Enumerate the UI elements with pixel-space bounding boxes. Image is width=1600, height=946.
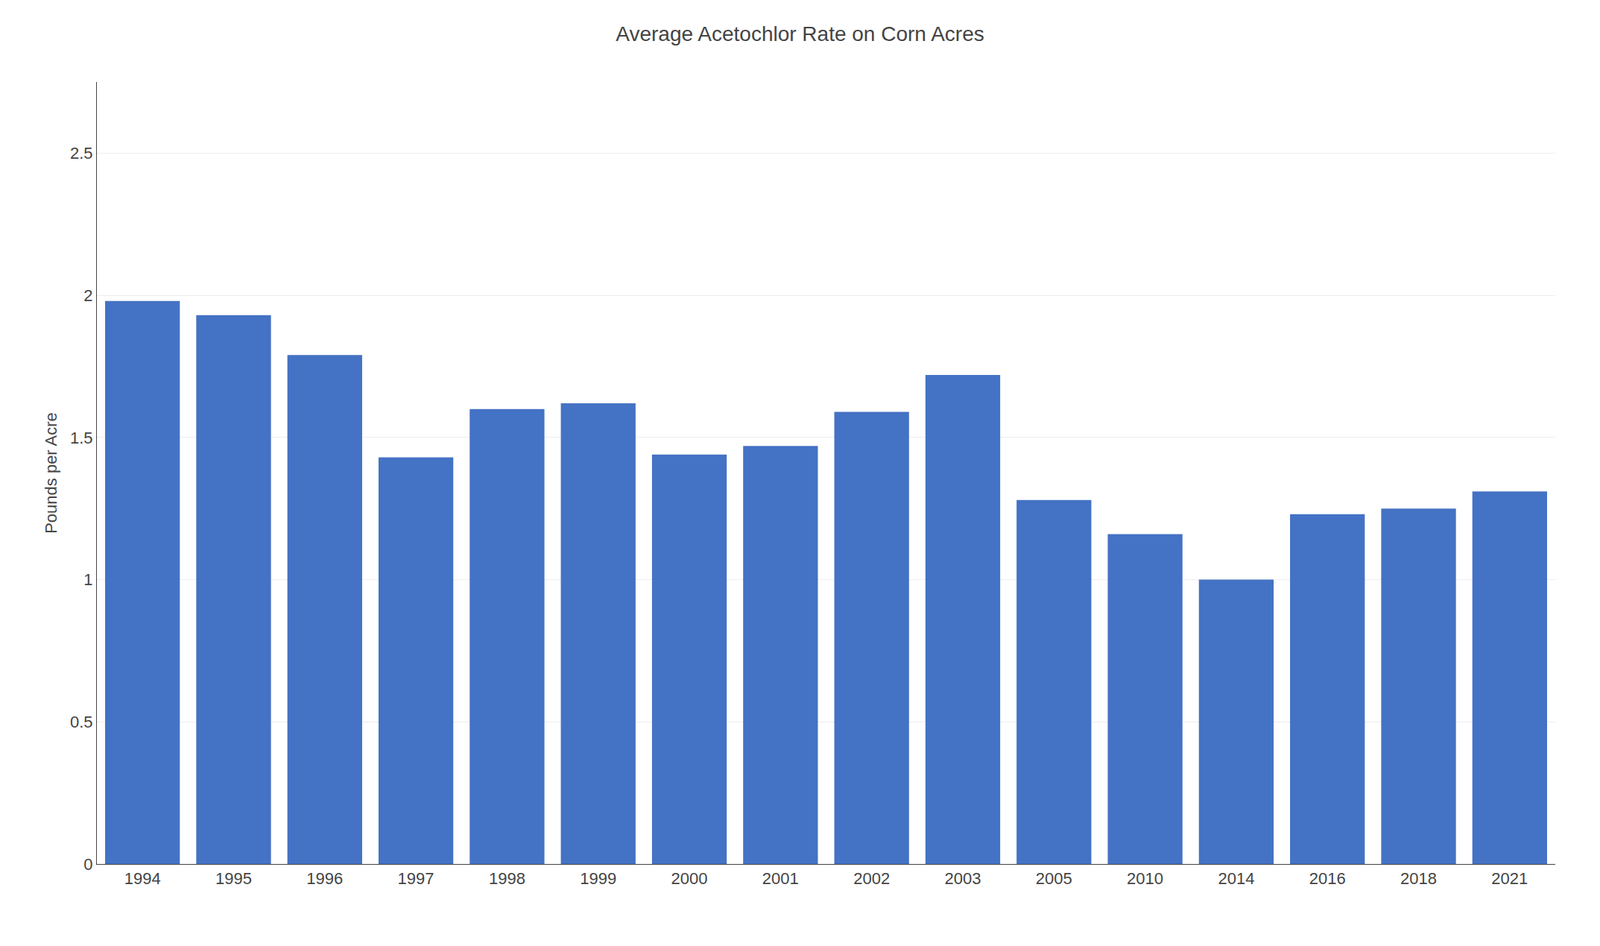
svg-text:2010: 2010 xyxy=(1126,868,1164,888)
svg-text:1.5: 1.5 xyxy=(70,428,94,448)
svg-text:1999: 1999 xyxy=(579,868,617,888)
svg-text:1998: 1998 xyxy=(488,868,526,888)
svg-text:Pounds per Acre: Pounds per Acre xyxy=(41,412,61,534)
svg-text:1995: 1995 xyxy=(215,868,252,888)
svg-text:2002: 2002 xyxy=(853,868,890,888)
svg-text:2003: 2003 xyxy=(944,868,981,888)
svg-text:1996: 1996 xyxy=(306,868,343,888)
svg-text:2: 2 xyxy=(83,286,93,305)
svg-text:0.5: 0.5 xyxy=(70,712,94,732)
svg-text:1997: 1997 xyxy=(397,868,435,888)
svg-text:1994: 1994 xyxy=(124,868,161,888)
svg-text:2014: 2014 xyxy=(1217,868,1255,888)
svg-text:Average Acetochlor Rate on Cor: Average Acetochlor Rate on Corn Acres xyxy=(615,22,984,46)
svg-text:2005: 2005 xyxy=(1035,868,1073,888)
svg-text:1: 1 xyxy=(83,570,93,589)
svg-text:2021: 2021 xyxy=(1491,868,1528,888)
svg-text:2000: 2000 xyxy=(671,868,708,888)
svg-text:2018: 2018 xyxy=(1400,868,1437,888)
svg-text:2.5: 2.5 xyxy=(70,143,94,163)
svg-text:2016: 2016 xyxy=(1309,868,1346,888)
svg-text:0: 0 xyxy=(83,854,93,874)
svg-text:2001: 2001 xyxy=(762,868,799,888)
